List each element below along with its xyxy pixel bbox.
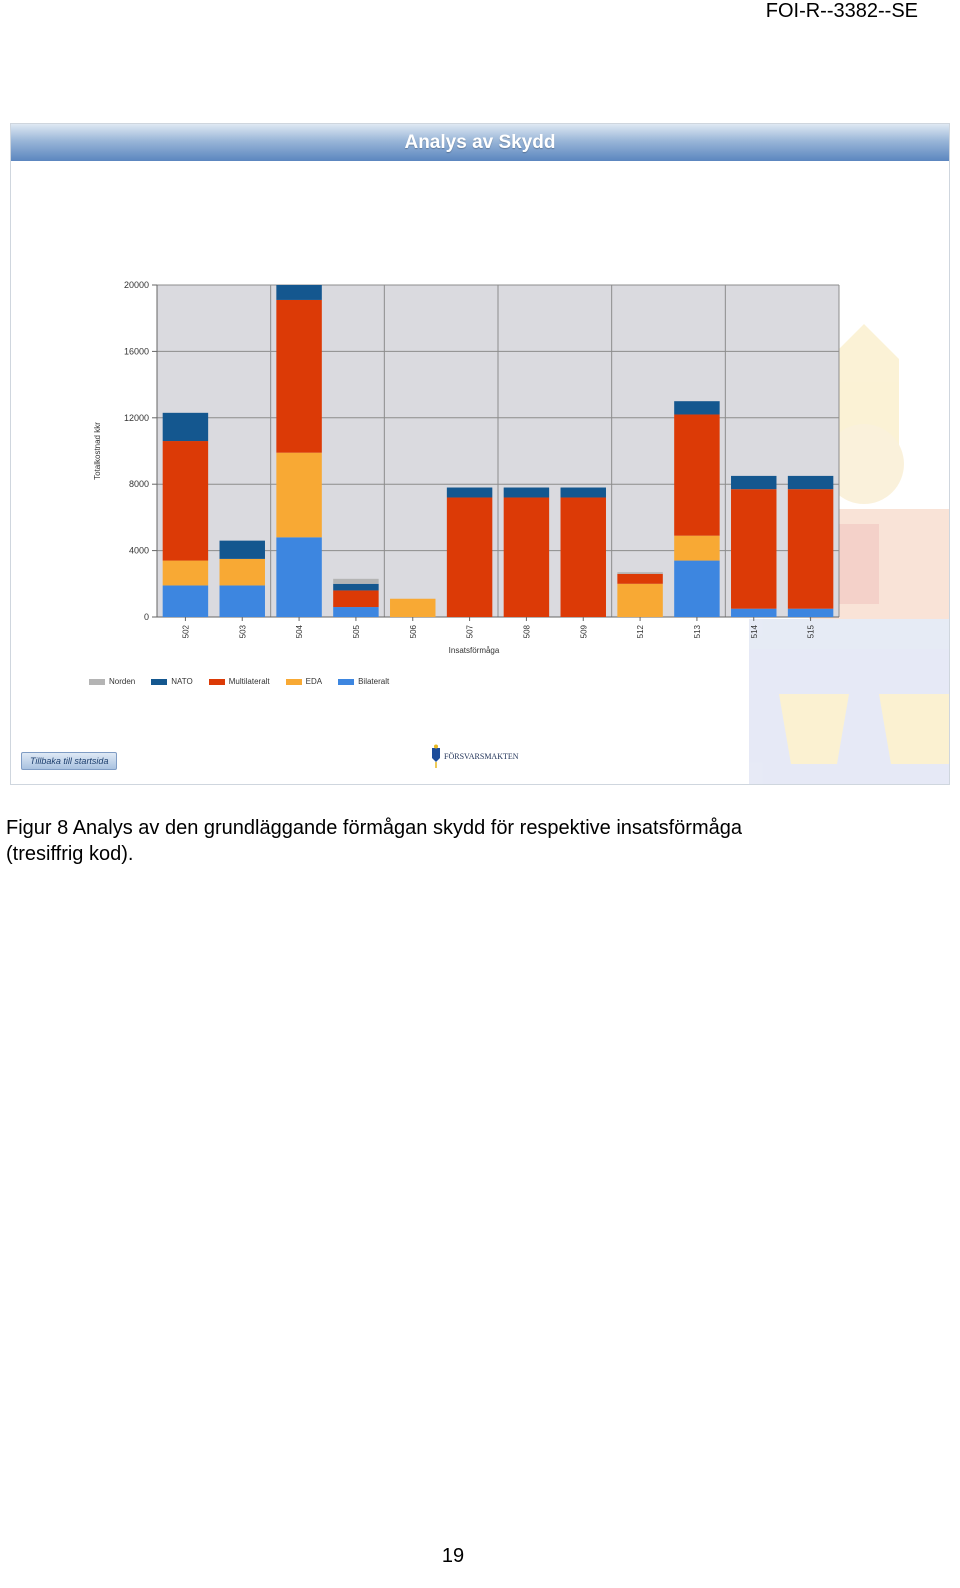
bar-segment-514-bilateralt bbox=[731, 608, 777, 617]
legend-label: NATO bbox=[171, 677, 193, 686]
bar-segment-507-multilateralt bbox=[446, 497, 493, 617]
bar-segment-502-bilateralt bbox=[162, 585, 209, 617]
bar-segment-508-multilateralt bbox=[503, 497, 550, 617]
bar-segment-507-nato bbox=[446, 487, 493, 498]
bar-segment-504-bilateralt bbox=[276, 537, 322, 617]
bar-segment-502-eda bbox=[162, 560, 209, 586]
x-tick-label: 513 bbox=[693, 624, 702, 638]
legend-swatch bbox=[338, 678, 355, 685]
x-tick-label: 502 bbox=[181, 624, 190, 638]
bar-segment-509-nato bbox=[560, 487, 606, 498]
chart-legend: Norden NATO Multilateralt EDA Bilateralt bbox=[89, 677, 389, 686]
bar-segment-505-norden bbox=[333, 578, 379, 584]
y-tick-label: 0 bbox=[144, 612, 149, 622]
y-tick-label: 12000 bbox=[124, 413, 149, 423]
bar-segment-514-multilateralt bbox=[731, 489, 777, 609]
bar-segment-504-nato bbox=[276, 285, 322, 300]
bar-segment-505-multilateralt bbox=[333, 590, 379, 608]
legend-item-nato: NATO bbox=[151, 677, 193, 686]
bar-segment-512-norden bbox=[617, 572, 663, 574]
caption-line-2: (tresiffrig kod). bbox=[6, 843, 134, 865]
banner-title: Analys av Skydd bbox=[11, 124, 949, 161]
bar-segment-508-nato bbox=[503, 487, 550, 498]
bar-segment-503-eda bbox=[219, 558, 265, 586]
bar-segment-509-multilateralt bbox=[560, 497, 606, 617]
legend-swatch bbox=[208, 678, 225, 685]
legend-item-eda: EDA bbox=[285, 677, 323, 686]
bar-segment-512-multilateralt bbox=[617, 573, 663, 584]
legend-label: Norden bbox=[109, 677, 136, 686]
bar-segment-502-nato bbox=[162, 412, 209, 442]
legend-item-norden: Norden bbox=[89, 677, 135, 686]
x-tick-label: 512 bbox=[636, 624, 645, 638]
caption-line-1: Figur 8 Analys av den grundläggande förm… bbox=[6, 817, 742, 839]
legend-label: EDA bbox=[305, 677, 323, 686]
x-tick-label: 515 bbox=[807, 624, 816, 638]
x-tick-label: 508 bbox=[522, 624, 531, 638]
bar-segment-503-bilateralt bbox=[219, 585, 265, 617]
y-axis-label: Totalkostnad kkr bbox=[93, 422, 102, 480]
bar-segment-513-nato bbox=[674, 401, 720, 415]
bar-segment-504-multilateralt bbox=[276, 299, 322, 453]
y-tick-label: 8000 bbox=[129, 479, 149, 489]
bar-segment-502-multilateralt bbox=[162, 441, 209, 561]
back-to-start-button[interactable]: Tillbaka till startsida bbox=[21, 752, 118, 770]
legend-label: Bilateralt bbox=[358, 677, 390, 686]
legend-swatch bbox=[151, 678, 168, 685]
bar-segment-513-eda bbox=[674, 535, 720, 561]
report-id: FOI-R--3382--SE bbox=[765, 0, 918, 22]
bar-segment-514-nato bbox=[731, 475, 777, 490]
x-tick-label: 506 bbox=[409, 624, 418, 638]
legend-item-bilateralt: Bilateralt bbox=[338, 677, 389, 686]
bar-segment-506-eda bbox=[390, 598, 436, 617]
x-tick-label: 514 bbox=[750, 624, 759, 638]
bar-chart: 0 4000 8000 12000 16000 20000 502 503 504 505 506 5… bbox=[93, 280, 840, 655]
bar-segment-515-bilateralt bbox=[787, 608, 834, 617]
logo-text: FÖRSVARSMAKTEN bbox=[444, 751, 519, 761]
legend-label: Multilateralt bbox=[228, 677, 270, 686]
bar-segment-515-multilateralt bbox=[787, 489, 834, 609]
x-tick-label: 507 bbox=[466, 624, 475, 638]
figure-caption: Figur 8 Analys av den grundläggande förm… bbox=[6, 815, 906, 867]
legend-swatch bbox=[89, 678, 105, 685]
bar-segment-505-nato bbox=[333, 583, 379, 591]
bar-segment-515-nato bbox=[787, 475, 834, 490]
bar-segment-503-nato bbox=[219, 540, 265, 559]
x-tick-label: 503 bbox=[238, 624, 247, 638]
dashboard-screenshot: Analys av Skydd 0 4000 8000 12000 16000 20000… bbox=[10, 123, 950, 785]
bar-segment-512-eda bbox=[617, 583, 663, 617]
legend-item-multilateralt: Multilateralt bbox=[208, 677, 270, 686]
y-tick-label: 16000 bbox=[124, 346, 149, 356]
bar-segment-504-eda bbox=[276, 452, 322, 538]
y-tick-label: 4000 bbox=[129, 546, 149, 556]
bar-segment-513-multilateralt bbox=[674, 414, 720, 536]
page-number: 19 bbox=[441, 1545, 465, 1567]
y-tick-label: 20000 bbox=[124, 280, 149, 290]
x-axis-label: Insatsförmåga bbox=[449, 646, 500, 655]
bar-segment-505-bilateralt bbox=[333, 607, 379, 617]
x-tick-label: 509 bbox=[579, 624, 588, 638]
x-tick-label: 505 bbox=[352, 624, 361, 638]
x-tick-label: 504 bbox=[295, 624, 304, 638]
coat-of-arms-icon bbox=[432, 744, 440, 768]
forsvarsmakten-logo: FÖRSVARSMAKTEN bbox=[431, 744, 519, 768]
bar-segment-513-bilateralt bbox=[674, 560, 720, 617]
legend-swatch bbox=[285, 678, 302, 685]
